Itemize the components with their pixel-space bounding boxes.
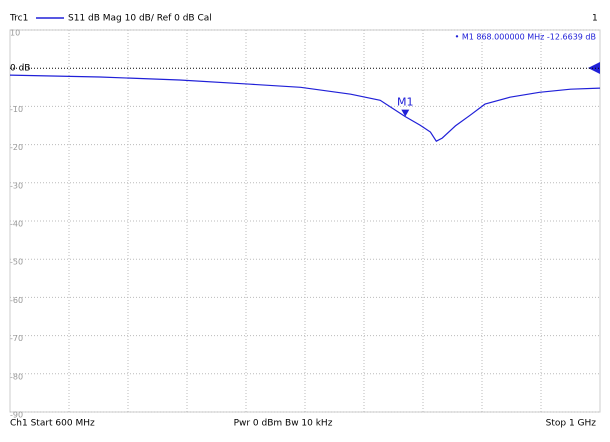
y-tick-label: 10: [10, 29, 20, 38]
y-tick-label: -90: [10, 411, 23, 420]
y-tick-label: -70: [10, 334, 23, 343]
footer-power: Pwr 0 dBm Bw 10 kHz: [234, 419, 333, 429]
trace-label: Trc1: [9, 14, 28, 24]
y-tick-label: -10: [10, 105, 23, 114]
footer-start: Ch1 Start 600 MHz: [10, 419, 95, 429]
footer-stop: Stop 1 GHz: [546, 419, 597, 429]
marker-label: M1: [397, 96, 414, 109]
legend-label: S11 dB Mag 10 dB/ Ref 0 dB Cal: [68, 14, 212, 24]
y-tick-label: 0 dB: [10, 64, 30, 74]
y-tick-label: -30: [10, 181, 23, 190]
y-tick-label: -50: [10, 258, 23, 267]
y-tick-label: -60: [10, 296, 23, 305]
marker-triangle: [401, 109, 410, 117]
y-tick-label: -40: [10, 220, 23, 229]
reference-arrow: [588, 62, 600, 74]
y-tick-label: -20: [10, 143, 23, 152]
marker-readout: • M1 868.000000 MHz -12.6639 dB: [455, 33, 596, 42]
trace: [9, 74, 601, 142]
y-tick-label: -80: [10, 372, 23, 381]
window-number: 1: [592, 14, 598, 24]
